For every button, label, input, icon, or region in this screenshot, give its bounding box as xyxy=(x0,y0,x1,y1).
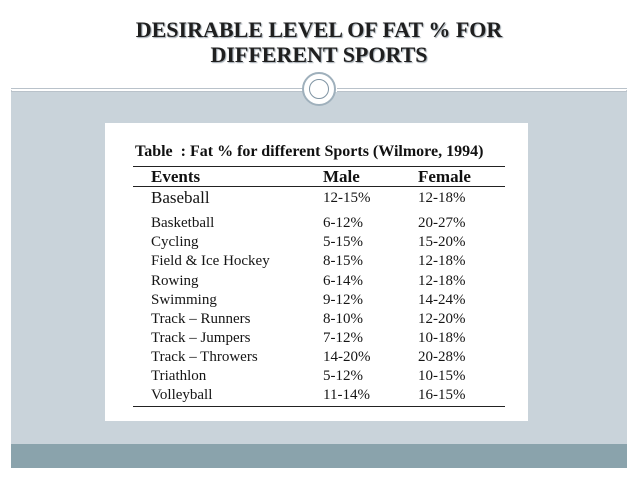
cell-male: 11-14% xyxy=(323,387,370,403)
cell-female: 20-28% xyxy=(418,349,466,365)
column-header-events: Events xyxy=(151,167,201,186)
cell-event: Triathlon xyxy=(151,368,207,384)
cell-event: Volleyball xyxy=(151,387,213,403)
cell-male: 5-15% xyxy=(323,234,363,250)
cell-event: Basketball xyxy=(151,215,215,231)
cell-event: Track – Runners xyxy=(151,311,251,327)
cell-event: Cycling xyxy=(151,234,199,250)
cell-event: Swimming xyxy=(151,292,217,308)
cell-male: 8-15% xyxy=(323,253,363,269)
cell-female: 10-18% xyxy=(418,330,466,346)
footer-bar xyxy=(11,444,627,468)
table-row: Track – Runners 8-10% 12-20% xyxy=(105,311,528,330)
circle-ornament-icon xyxy=(302,72,336,106)
table-rule-header xyxy=(133,186,505,187)
cell-male: 12-15% xyxy=(323,190,371,206)
cell-male: 7-12% xyxy=(323,330,363,346)
cell-female: 12-20% xyxy=(418,311,466,327)
cell-female: 12-18% xyxy=(418,253,466,269)
cell-event: Track – Throwers xyxy=(151,349,258,365)
table-row: Swimming 9-12% 14-24% xyxy=(105,292,528,311)
column-header-female: Female xyxy=(418,167,471,186)
table-rule-top xyxy=(133,166,505,167)
cell-female: 12-18% xyxy=(418,190,466,206)
table-row: Baseball 12-15% 12-18% xyxy=(105,188,528,209)
circle-ornament-inner xyxy=(309,79,329,99)
title-divider-right xyxy=(337,88,627,92)
cell-event: Rowing xyxy=(151,273,199,289)
table-row: Basketball 6-12% 20-27% xyxy=(105,215,528,234)
title-line-1: DESIRABLE LEVEL OF FAT % FOR xyxy=(135,17,503,42)
caption-label: Table xyxy=(135,143,173,160)
cell-male: 6-12% xyxy=(323,215,363,231)
table-caption: Table : Fat % for different Sports (Wilmo… xyxy=(135,143,483,161)
cell-female: 14-24% xyxy=(418,292,466,308)
title-divider-left xyxy=(11,88,303,92)
cell-male: 9-12% xyxy=(323,292,363,308)
cell-event: Field & Ice Hockey xyxy=(151,253,270,269)
table-row: Rowing 6-14% 12-18% xyxy=(105,273,528,292)
table-row: Triathlon 5-12% 10-15% xyxy=(105,368,528,387)
title-line-2: DIFFERENT SPORTS xyxy=(210,42,428,67)
cell-female: 20-27% xyxy=(418,215,466,231)
cell-male: 6-14% xyxy=(323,273,363,289)
caption-text: : Fat % for different Sports (Wilmore, 1… xyxy=(180,143,484,160)
cell-female: 15-20% xyxy=(418,234,466,250)
cell-male: 8-10% xyxy=(323,311,363,327)
cell-female: 10-15% xyxy=(418,368,466,384)
column-header-male: Male xyxy=(323,167,360,186)
cell-event: Baseball xyxy=(151,188,210,207)
table-row: Track – Throwers 14-20% 20-28% xyxy=(105,349,528,368)
cell-female: 16-15% xyxy=(418,387,466,403)
table-row: Cycling 5-15% 15-20% xyxy=(105,234,528,253)
cell-male: 5-12% xyxy=(323,368,363,384)
table-row: Track – Jumpers 7-12% 10-18% xyxy=(105,330,528,349)
cell-male: 14-20% xyxy=(323,349,371,365)
table-rule-bottom xyxy=(133,406,505,407)
cell-event: Track – Jumpers xyxy=(151,330,251,346)
table-image: Table : Fat % for different Sports (Wilmo… xyxy=(105,123,528,421)
cell-female: 12-18% xyxy=(418,273,466,289)
table-row: Field & Ice Hockey 8-15% 12-18% xyxy=(105,253,528,272)
table-row: Volleyball 11-14% 16-15% xyxy=(105,387,528,406)
